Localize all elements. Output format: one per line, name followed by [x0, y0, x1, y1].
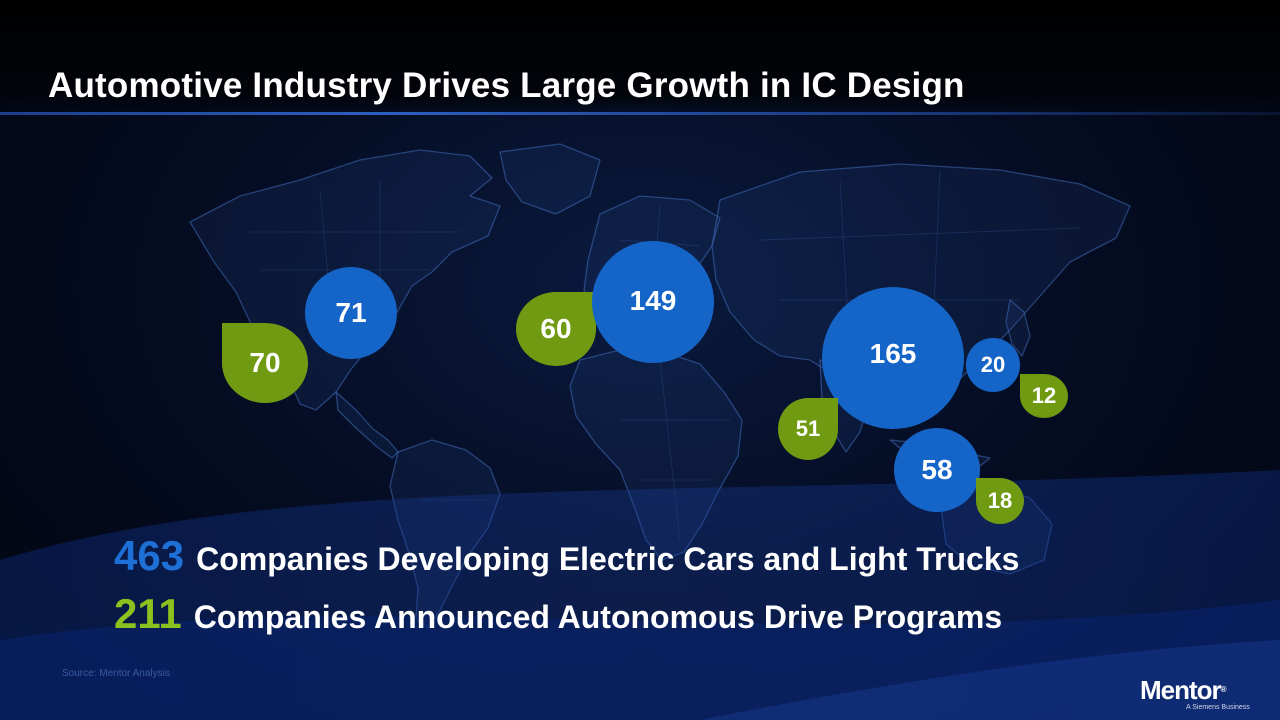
continent-central-america: [335, 391, 399, 459]
bubble-value: 149: [629, 285, 677, 316]
continent-greenland: [499, 143, 601, 215]
europe-autonomous-bubble: 60: [516, 292, 596, 366]
electric-stat-text: Companies Developing Electric Cars and L…: [196, 541, 1020, 577]
electric-total: 463: [114, 532, 185, 579]
slide-title: Automotive Industry Drives Large Growth …: [48, 66, 965, 105]
china-electric-bubble: 165: [822, 287, 964, 429]
bubble-value: 71: [335, 297, 367, 328]
bubble-value: 165: [869, 338, 917, 369]
logo-tagline: A Siemens Business: [1186, 704, 1250, 711]
bubble-value: 18: [987, 488, 1013, 513]
registered-mark-icon: ®: [1220, 685, 1227, 694]
japan-electric-bubble: 20: [966, 338, 1020, 392]
north-america-autonomous-bubble: 70: [222, 323, 308, 403]
logo-name: Mentor: [1140, 675, 1222, 705]
electric-stat-line: 463 Companies Developing Electric Cars an…: [114, 532, 1019, 580]
southeast-asia-electric-bubble: 58: [894, 428, 980, 512]
bubble-value: 60: [540, 313, 572, 344]
continent-japan: [1005, 299, 1031, 357]
europe-electric-bubble: 149: [592, 241, 714, 363]
bubble-value: 70: [249, 347, 281, 378]
southeast-asia-autonomous-bubble: 18: [976, 478, 1024, 524]
north-america-electric-bubble: 71: [305, 267, 397, 359]
source-note: Source: Mentor Analysis: [62, 668, 170, 679]
japan-autonomous-bubble: 12: [1020, 374, 1068, 418]
autonomous-total: 211: [114, 590, 182, 637]
bubble-value: 12: [1031, 383, 1057, 408]
mentor-logo: Mentor®: [1140, 677, 1227, 703]
china-autonomous-bubble: 51: [778, 398, 838, 460]
bubble-value: 20: [980, 352, 1006, 377]
autonomous-stat-text: Companies Announced Autonomous Drive Pro…: [193, 599, 1003, 635]
title-rule: [0, 112, 1280, 115]
bubble-value: 58: [921, 454, 953, 485]
title-band: [0, 0, 1280, 118]
autonomous-stat-line: 211 Companies Announced Autonomous Drive …: [114, 590, 1002, 638]
bubble-value: 51: [795, 416, 821, 441]
